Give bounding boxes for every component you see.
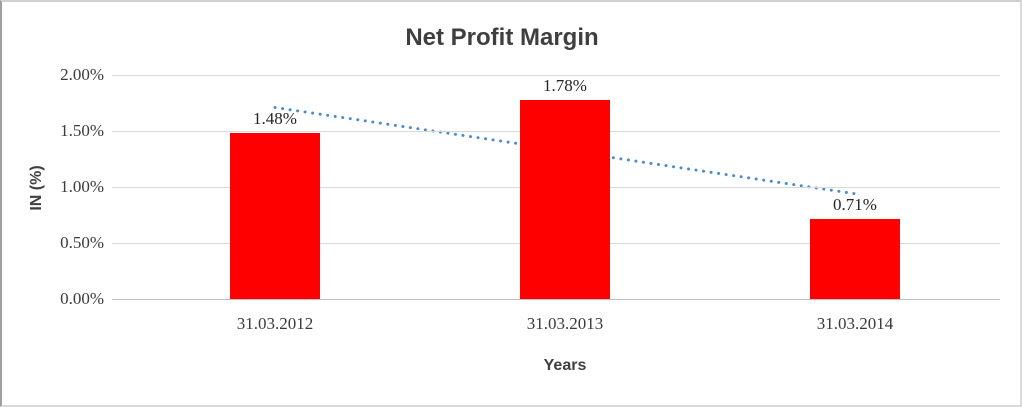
bar-value-label: 0.71% [833,195,877,215]
y-tick-label: 1.50% [60,121,104,140]
bar-31.03.2013 [520,99,610,299]
x-tick-label: 31.03.2012 [236,314,314,333]
plot-area [112,75,1000,300]
bar-31.03.2014 [810,219,900,299]
bar-31.03.2012 [230,133,320,299]
x-tick-label: 31.03.2013 [526,314,604,333]
x-tick-label: 31.03.2014 [816,314,894,333]
x-axis-title: Years [543,357,587,374]
y-tick-label: 2.00% [60,65,104,84]
y-tick-label: 0.00% [60,289,104,308]
gridline [112,75,1000,76]
y-tick-label: 0.50% [60,233,104,252]
y-tick-label: 1.00% [60,177,104,196]
bar-value-label: 1.78% [543,75,587,95]
bar-value-label: 1.48% [253,109,297,129]
trendline [273,105,857,196]
chart-title: Net Profit Margin [405,24,599,51]
x-axis-line [112,299,1000,300]
